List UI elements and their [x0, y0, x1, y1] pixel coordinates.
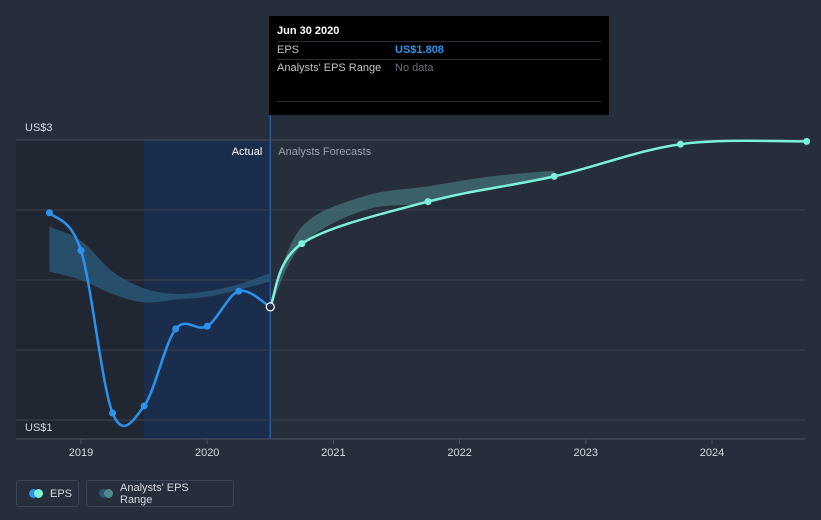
- tooltip-date: Jun 30 2020: [277, 25, 340, 37]
- actual-region-label: Actual: [232, 146, 263, 158]
- eps-actual-point: [45, 209, 53, 217]
- eps-actual-point: [235, 287, 243, 295]
- legend-eps-label: EPS: [50, 487, 73, 500]
- eps-forecast-point: [298, 240, 306, 248]
- tooltip-range-row: Analysts' EPS Range No data: [277, 59, 601, 77]
- x-tick-label: 2022: [447, 447, 471, 459]
- forecast-region-label: Analysts Forecasts: [278, 146, 371, 158]
- eps-actual-point: [77, 247, 85, 255]
- tooltip-range-label: Analysts' EPS Range: [277, 62, 382, 74]
- eps-actual-point: [172, 325, 180, 333]
- y-tick-label: US$3: [25, 122, 53, 134]
- legend-eps[interactable]: EPS: [16, 480, 79, 507]
- tooltip: Jun 30 2020 EPS US$1.808 Analysts' EPS R…: [269, 16, 609, 115]
- eps-actual-point: [265, 302, 275, 312]
- range-legend-icon: [99, 489, 113, 498]
- x-tick-label: 2019: [69, 447, 93, 459]
- eps-actual-point: [140, 402, 148, 410]
- x-tick-label: 2023: [574, 447, 598, 459]
- x-tick-label: 2021: [321, 447, 345, 459]
- eps-actual-point: [203, 322, 211, 330]
- tooltip-divider: [277, 101, 601, 102]
- eps-actual-point: [109, 409, 117, 417]
- eps-forecast-point: [550, 172, 558, 180]
- x-tick-label: 2020: [195, 447, 219, 459]
- actual-highlight-band: [144, 140, 271, 439]
- eps-forecast-point: [676, 140, 684, 148]
- eps-actual-line: [48, 211, 271, 428]
- x-tick-label: 2024: [700, 447, 724, 459]
- eps-forecast-point: [424, 198, 432, 206]
- tooltip-eps-value: US$1.808: [395, 44, 444, 56]
- tooltip-eps-label: EPS: [277, 44, 300, 56]
- legend-eps-range[interactable]: Analysts' EPS Range: [86, 480, 234, 507]
- y-tick-label: US$1: [25, 422, 53, 434]
- range-area-actual: [49, 226, 271, 303]
- tooltip-range-value: No data: [395, 62, 434, 74]
- eps-legend-icon: [29, 489, 43, 498]
- tooltip-eps-row: EPS US$1.808: [277, 41, 601, 59]
- range-area-forecast: [270, 170, 555, 308]
- legend-range-label: Analysts' EPS Range: [120, 481, 189, 506]
- eps-forecast-point: [803, 137, 811, 145]
- eps-forecast-line: [269, 139, 807, 308]
